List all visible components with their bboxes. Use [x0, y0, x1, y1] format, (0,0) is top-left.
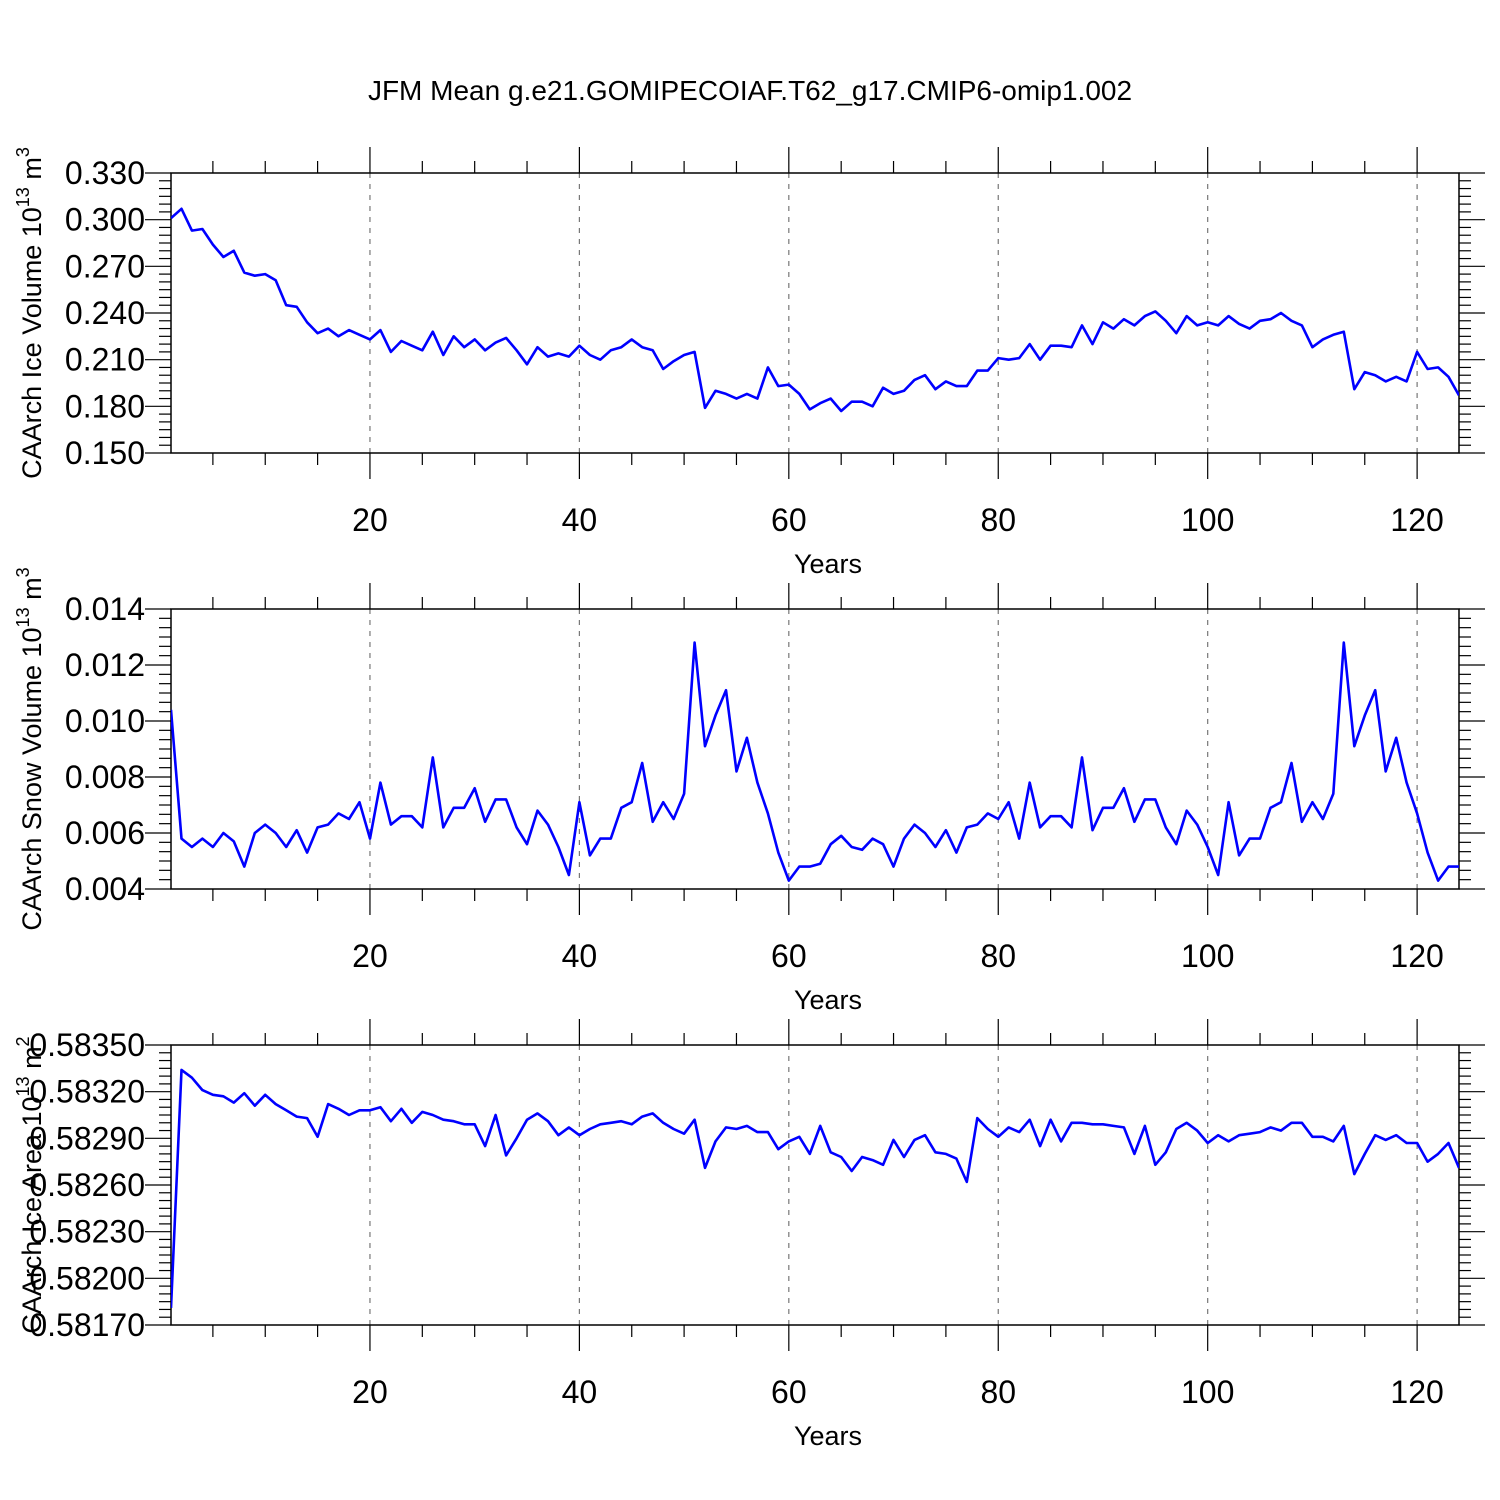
- y-axis-title: CAArch Ice Area 1013 m2: [13, 1036, 47, 1333]
- x-tick-label: 60: [771, 502, 807, 538]
- x-tick-label: 60: [771, 938, 807, 974]
- plot-frame: [170, 608, 1460, 890]
- panel-1: 20 40 60 80 100 120 0.150 0.180 0.210 0.240 0.270 0…: [13, 147, 1485, 579]
- y-axis-title: CAArch Ice Volume 1013 m3: [13, 147, 47, 479]
- y-tick-label: 0.008: [65, 759, 145, 795]
- x-tick-label: 40: [562, 1374, 598, 1410]
- y-tick-label: 0.58230: [29, 1214, 145, 1250]
- chart-title: JFM Mean g.e21.GOMIPECOIAF.T62_g17.CMIP6…: [368, 75, 1132, 106]
- y-axis-title-unit-exponent: 2: [13, 1036, 33, 1046]
- series-line: [171, 641, 1459, 882]
- y-tick-label: 0.58350: [29, 1027, 145, 1063]
- x-axis-title: Years: [794, 1421, 862, 1451]
- y-tick-label: 0.58290: [29, 1120, 145, 1156]
- y-tick-label: 0.270: [65, 248, 145, 284]
- y-axis-title-unit-exponent: 3: [13, 147, 33, 157]
- y-tick-label: 0.330: [65, 155, 145, 191]
- series-line: [171, 207, 1459, 413]
- y-tick-label: 0.180: [65, 388, 145, 424]
- series-line: [171, 1068, 1459, 1308]
- y-tick-label: 0.58200: [29, 1260, 145, 1296]
- y-tick-label: 0.210: [65, 342, 145, 378]
- y-tick-label: 0.010: [65, 703, 145, 739]
- y-axis-title-exponent: 13: [13, 1076, 33, 1096]
- y-axis-title-exponent: 13: [13, 607, 33, 627]
- panel-3: 20 40 60 80 100 120 0.58170 0.58200 0.58230 0.582…: [13, 1019, 1485, 1451]
- x-tick-label: 100: [1181, 1374, 1234, 1410]
- x-tick-label: 20: [352, 1374, 388, 1410]
- x-tick-label: 40: [562, 502, 598, 538]
- y-axis-title-text: CAArch Snow Volume 10: [17, 627, 47, 930]
- plot-frame: [170, 172, 1460, 454]
- x-tick-label: 20: [352, 938, 388, 974]
- y-tick-label: 0.58320: [29, 1074, 145, 1110]
- x-tick-label: 80: [980, 938, 1016, 974]
- y-axis-title-unit: m: [17, 157, 47, 187]
- y-axis-title-text: CAArch Ice Area 10: [17, 1096, 47, 1333]
- y-axis-title-unit: m: [17, 577, 47, 607]
- x-tick-label: 80: [980, 502, 1016, 538]
- x-tick-label: 100: [1181, 502, 1234, 538]
- plot-frame: [170, 1044, 1460, 1326]
- y-axis-title-text: CAArch Ice Volume 10: [17, 207, 47, 479]
- x-tick-label: 120: [1390, 1374, 1443, 1410]
- y-tick-label: 0.150: [65, 435, 145, 471]
- y-tick-label: 0.004: [65, 871, 145, 907]
- x-tick-label: 60: [771, 1374, 807, 1410]
- y-axis-title: CAArch Snow Volume 1013 m3: [13, 567, 47, 930]
- x-axis-title: Years: [794, 549, 862, 579]
- x-tick-label: 120: [1390, 938, 1443, 974]
- y-tick-label: 0.014: [65, 591, 145, 627]
- y-tick-label: 0.58170: [29, 1307, 145, 1343]
- x-axis-title: Years: [794, 985, 862, 1015]
- y-axis-title-exponent: 13: [13, 187, 33, 207]
- panel-2: 20 40 60 80 100 120 0.004 0.006 0.008 0.010 0.012 0…: [13, 567, 1485, 1015]
- y-axis-title-unit: m: [17, 1046, 47, 1076]
- x-tick-label: 100: [1181, 938, 1234, 974]
- y-tick-label: 0.012: [65, 647, 145, 683]
- y-tick-label: 0.58260: [29, 1167, 145, 1203]
- y-tick-label: 0.240: [65, 295, 145, 331]
- x-tick-label: 40: [562, 938, 598, 974]
- x-tick-label: 20: [352, 502, 388, 538]
- x-tick-label: 120: [1390, 502, 1443, 538]
- y-axis-title-unit-exponent: 3: [13, 567, 33, 577]
- y-tick-label: 0.300: [65, 202, 145, 238]
- y-tick-label: 0.006: [65, 815, 145, 851]
- x-tick-label: 80: [980, 1374, 1016, 1410]
